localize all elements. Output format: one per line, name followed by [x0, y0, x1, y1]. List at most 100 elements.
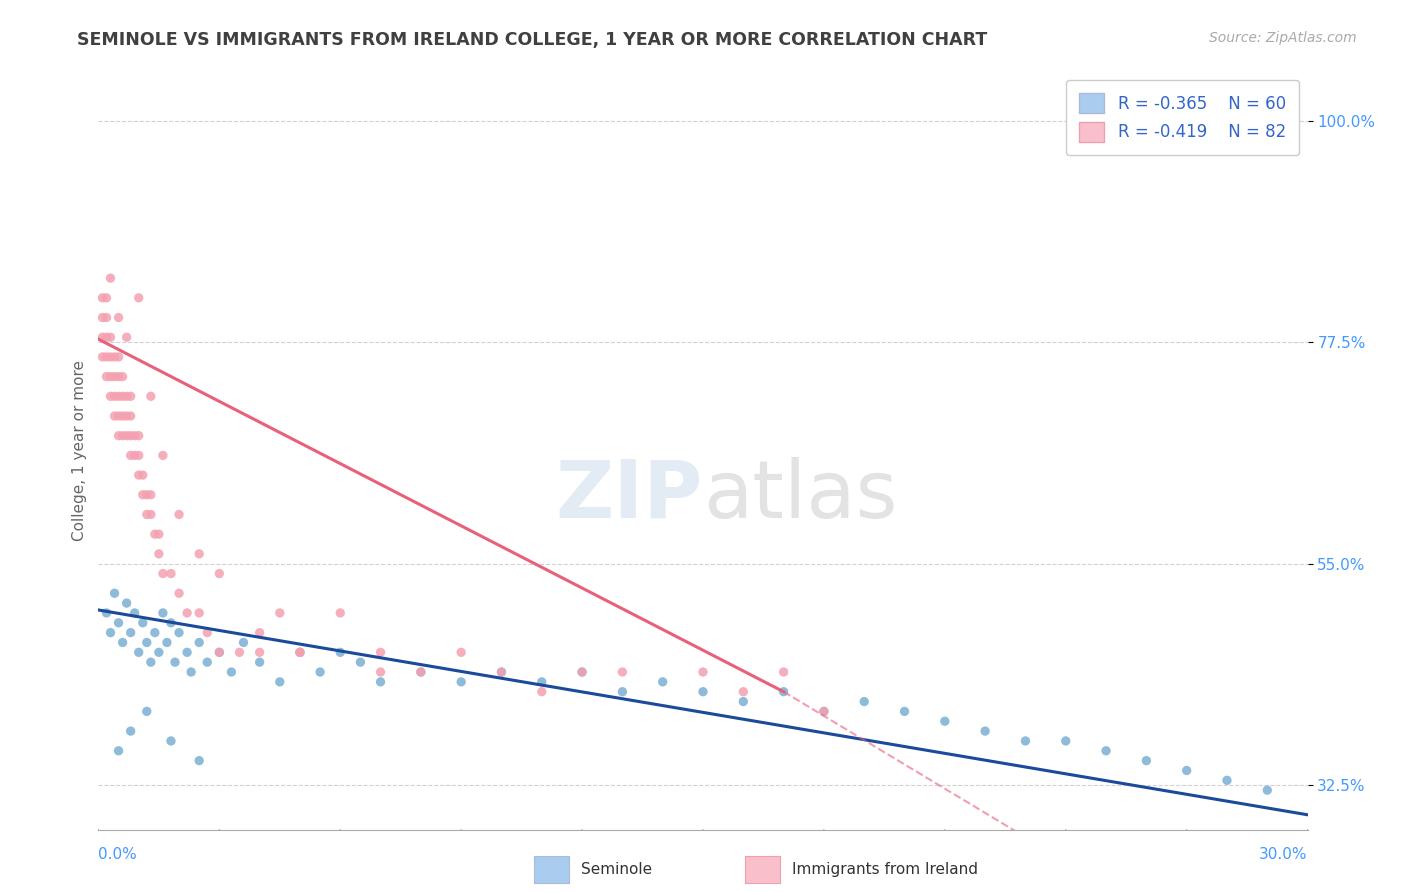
Point — [152, 606, 174, 620]
Point — [120, 625, 142, 640]
Point — [176, 645, 198, 659]
Point — [160, 615, 183, 630]
Point — [139, 655, 162, 669]
Point — [152, 566, 174, 581]
Point — [491, 665, 513, 679]
Point — [1095, 744, 1118, 758]
Point — [100, 271, 122, 285]
Point — [530, 674, 553, 689]
Point — [156, 635, 179, 649]
Point — [111, 409, 134, 423]
Point — [692, 684, 714, 698]
Point — [107, 350, 129, 364]
Point — [1175, 764, 1198, 778]
Point — [103, 389, 125, 403]
Point — [269, 674, 291, 689]
Point — [103, 409, 125, 423]
Point — [329, 606, 352, 620]
Point — [208, 566, 231, 581]
Point — [733, 694, 755, 708]
Point — [409, 665, 432, 679]
Text: ZIP: ZIP — [555, 457, 703, 535]
Point — [491, 665, 513, 679]
Point — [163, 655, 186, 669]
Point — [143, 527, 166, 541]
Point — [288, 645, 311, 659]
Point — [974, 724, 997, 739]
Point — [148, 527, 170, 541]
Point — [91, 310, 114, 325]
Point — [128, 468, 150, 483]
Point — [143, 625, 166, 640]
Point — [124, 428, 146, 442]
Point — [221, 665, 243, 679]
Point — [120, 428, 142, 442]
Point — [115, 330, 138, 344]
Point — [111, 635, 134, 649]
Point — [409, 665, 432, 679]
Point — [370, 645, 392, 659]
Point — [103, 369, 125, 384]
Point — [450, 674, 472, 689]
Point — [96, 330, 118, 344]
Point — [228, 645, 250, 659]
Point — [893, 705, 915, 719]
Point — [96, 310, 118, 325]
Text: atlas: atlas — [703, 457, 897, 535]
Point — [1216, 773, 1239, 788]
Point — [195, 625, 218, 640]
Point — [772, 684, 794, 698]
Point — [1014, 734, 1036, 748]
Point — [132, 488, 155, 502]
Point — [111, 389, 134, 403]
Point — [571, 665, 593, 679]
Point — [692, 665, 714, 679]
Point — [128, 291, 150, 305]
Point — [120, 449, 142, 463]
Point — [370, 665, 392, 679]
Point — [96, 350, 118, 364]
Point — [135, 488, 157, 502]
Point — [96, 606, 118, 620]
Text: Seminole: Seminole — [581, 863, 652, 877]
Point — [269, 606, 291, 620]
Point — [329, 645, 352, 659]
Point — [139, 389, 162, 403]
Point — [124, 606, 146, 620]
Point — [148, 547, 170, 561]
Point — [152, 449, 174, 463]
Point — [188, 606, 211, 620]
Point — [100, 330, 122, 344]
Point — [132, 615, 155, 630]
Point — [180, 665, 202, 679]
Point — [128, 449, 150, 463]
Point — [111, 369, 134, 384]
Point — [853, 694, 876, 708]
Point — [96, 291, 118, 305]
Point — [288, 645, 311, 659]
Text: Immigrants from Ireland: Immigrants from Ireland — [792, 863, 977, 877]
Text: SEMINOLE VS IMMIGRANTS FROM IRELAND COLLEGE, 1 YEAR OR MORE CORRELATION CHART: SEMINOLE VS IMMIGRANTS FROM IRELAND COLL… — [77, 31, 987, 49]
Point — [100, 389, 122, 403]
Point — [128, 428, 150, 442]
Point — [107, 615, 129, 630]
Point — [160, 734, 183, 748]
Point — [612, 665, 634, 679]
Point — [208, 645, 231, 659]
Point — [167, 508, 190, 522]
Point — [96, 369, 118, 384]
Point — [91, 330, 114, 344]
Point — [288, 645, 311, 659]
Point — [188, 547, 211, 561]
Point — [135, 635, 157, 649]
Point — [107, 310, 129, 325]
Point — [115, 596, 138, 610]
Point — [120, 409, 142, 423]
Point — [120, 389, 142, 403]
Point — [349, 655, 371, 669]
Point — [107, 369, 129, 384]
Point — [934, 714, 956, 729]
Point — [249, 645, 271, 659]
Point — [124, 449, 146, 463]
Point — [176, 606, 198, 620]
